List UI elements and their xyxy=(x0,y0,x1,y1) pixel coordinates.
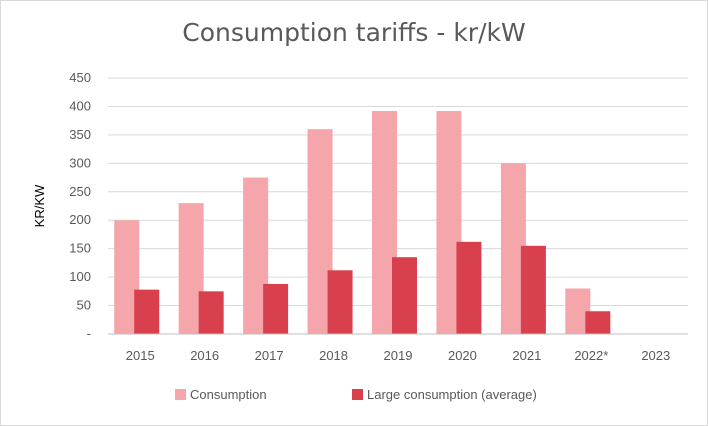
legend-label-large-consumption: Large consumption (average) xyxy=(367,387,537,402)
x-tick-label: 2018 xyxy=(319,348,348,363)
x-tick-label: 2016 xyxy=(190,348,219,363)
legend-label-consumption: Consumption xyxy=(190,387,267,402)
bars xyxy=(114,110,611,335)
y-tick-label: - xyxy=(87,326,91,341)
bar-large-consumption-2019 xyxy=(392,257,417,334)
y-tick-label: 350 xyxy=(69,127,91,142)
x-tick-label: 2017 xyxy=(255,348,284,363)
y-tick-labels: - 50 100 150 200 250 300 350 400 450 xyxy=(69,70,91,341)
y-tick-label: 50 xyxy=(77,298,91,313)
y-tick-label: 300 xyxy=(69,155,91,170)
x-tick-label: 2022* xyxy=(574,348,608,363)
bar-large-consumption-2020 xyxy=(456,241,482,334)
x-tick-label: 2023 xyxy=(641,348,670,363)
y-tick-label: 250 xyxy=(69,184,91,199)
legend: Consumption Large consumption (average) xyxy=(175,387,537,402)
bar-large-consumption-2018 xyxy=(327,270,353,334)
x-tick-labels: 2015 2016 2017 2018 2019 2020 2021 2022* 2023 xyxy=(126,348,670,363)
x-tick-label: 2015 xyxy=(126,348,155,363)
y-tick-label: 100 xyxy=(69,269,91,284)
chart-title: Consumption tariffs - kr/kW xyxy=(182,18,526,47)
y-tick-label: 150 xyxy=(69,241,91,256)
bar-large-consumption-2022* xyxy=(585,311,611,334)
gridlines xyxy=(108,77,688,307)
bar-large-consumption-2017 xyxy=(263,283,289,334)
legend-swatch-large-consumption xyxy=(352,389,363,400)
bar-large-consumption-2016 xyxy=(198,291,224,334)
x-tick-label: 2021 xyxy=(512,348,541,363)
bar-large-consumption-2015 xyxy=(134,289,160,334)
y-tick-label: 400 xyxy=(69,98,91,113)
legend-swatch-consumption xyxy=(175,389,186,400)
bar-large-consumption-2021 xyxy=(520,245,546,334)
y-axis-label: KR/KW xyxy=(32,184,47,227)
y-tick-label: 200 xyxy=(69,212,91,227)
x-tick-label: 2019 xyxy=(384,348,413,363)
x-tick-label: 2020 xyxy=(448,348,477,363)
y-tick-label: 450 xyxy=(69,70,91,85)
